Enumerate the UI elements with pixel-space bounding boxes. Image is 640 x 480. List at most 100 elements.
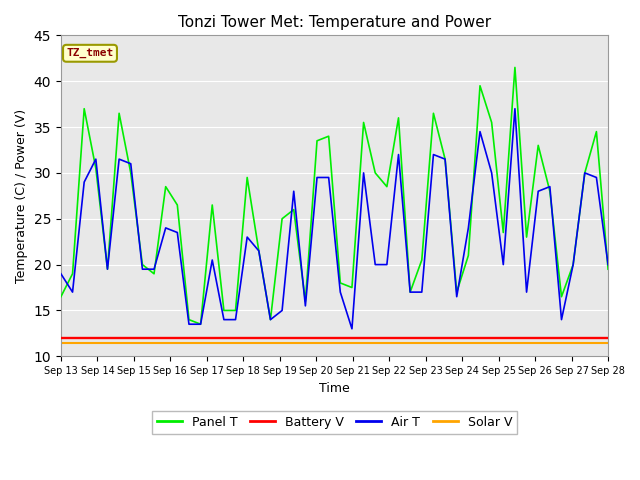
Solar V <box>209 340 216 346</box>
Panel T <box>570 262 577 267</box>
Solar V <box>546 340 554 346</box>
Panel T <box>325 133 333 139</box>
Air T <box>313 175 321 180</box>
Panel T <box>557 294 565 300</box>
Air T <box>127 161 134 167</box>
Panel T <box>395 115 403 121</box>
Text: TZ_tmet: TZ_tmet <box>67 48 114 59</box>
Battery V <box>220 335 228 341</box>
Solar V <box>511 340 519 346</box>
Air T <box>150 266 158 272</box>
Solar V <box>267 340 275 346</box>
Air T <box>267 317 275 323</box>
Panel T <box>150 271 158 276</box>
Air T <box>220 317 228 323</box>
Air T <box>162 225 170 231</box>
Battery V <box>488 335 495 341</box>
Panel T <box>371 170 379 176</box>
Air T <box>570 262 577 267</box>
Air T <box>557 317 565 323</box>
Panel T <box>581 170 589 176</box>
Solar V <box>81 340 88 346</box>
Air T <box>301 303 309 309</box>
Panel T <box>115 110 123 116</box>
Solar V <box>348 340 356 346</box>
Solar V <box>337 340 344 346</box>
Panel T <box>127 170 134 176</box>
Solar V <box>488 340 495 346</box>
Solar V <box>395 340 403 346</box>
Solar V <box>150 340 158 346</box>
Battery V <box>115 335 123 341</box>
Panel T <box>92 166 100 171</box>
Panel T <box>196 321 204 327</box>
Air T <box>81 179 88 185</box>
Solar V <box>593 340 600 346</box>
Solar V <box>429 340 437 346</box>
Solar V <box>255 340 262 346</box>
Panel T <box>185 317 193 323</box>
Air T <box>104 266 111 272</box>
Solar V <box>220 340 228 346</box>
Battery V <box>523 335 531 341</box>
Battery V <box>173 335 181 341</box>
Battery V <box>68 335 76 341</box>
Air T <box>360 170 367 176</box>
Battery V <box>476 335 484 341</box>
Line: Panel T: Panel T <box>61 67 608 324</box>
Panel T <box>488 120 495 125</box>
Panel T <box>68 271 76 276</box>
Battery V <box>255 335 262 341</box>
Panel T <box>465 252 472 258</box>
Panel T <box>278 216 286 222</box>
Air T <box>593 175 600 180</box>
Solar V <box>138 340 146 346</box>
Battery V <box>453 335 461 341</box>
Air T <box>92 156 100 162</box>
Panel T <box>546 188 554 194</box>
Air T <box>488 170 495 176</box>
Panel T <box>267 317 275 323</box>
Panel T <box>429 110 437 116</box>
Battery V <box>383 335 390 341</box>
Panel T <box>209 202 216 208</box>
Solar V <box>418 340 426 346</box>
Panel T <box>604 266 612 272</box>
Air T <box>429 152 437 157</box>
Battery V <box>243 335 251 341</box>
Air T <box>243 234 251 240</box>
Air T <box>406 289 414 295</box>
Battery V <box>429 335 437 341</box>
Solar V <box>92 340 100 346</box>
Battery V <box>534 335 542 341</box>
Battery V <box>127 335 134 341</box>
Air T <box>290 188 298 194</box>
Air T <box>337 289 344 295</box>
X-axis label: Time: Time <box>319 382 350 395</box>
Battery V <box>546 335 554 341</box>
Air T <box>499 262 507 267</box>
Panel T <box>406 289 414 295</box>
Battery V <box>604 335 612 341</box>
Panel T <box>499 229 507 235</box>
Panel T <box>441 156 449 162</box>
Panel T <box>104 266 111 272</box>
Battery V <box>301 335 309 341</box>
Battery V <box>150 335 158 341</box>
Panel T <box>173 202 181 208</box>
Line: Air T: Air T <box>61 108 608 329</box>
Solar V <box>453 340 461 346</box>
Solar V <box>406 340 414 346</box>
Solar V <box>162 340 170 346</box>
Air T <box>383 262 390 267</box>
Panel T <box>337 280 344 286</box>
Solar V <box>243 340 251 346</box>
Battery V <box>196 335 204 341</box>
Solar V <box>581 340 589 346</box>
Solar V <box>313 340 321 346</box>
Air T <box>604 262 612 267</box>
Battery V <box>441 335 449 341</box>
Battery V <box>138 335 146 341</box>
Solar V <box>325 340 333 346</box>
Air T <box>173 229 181 235</box>
